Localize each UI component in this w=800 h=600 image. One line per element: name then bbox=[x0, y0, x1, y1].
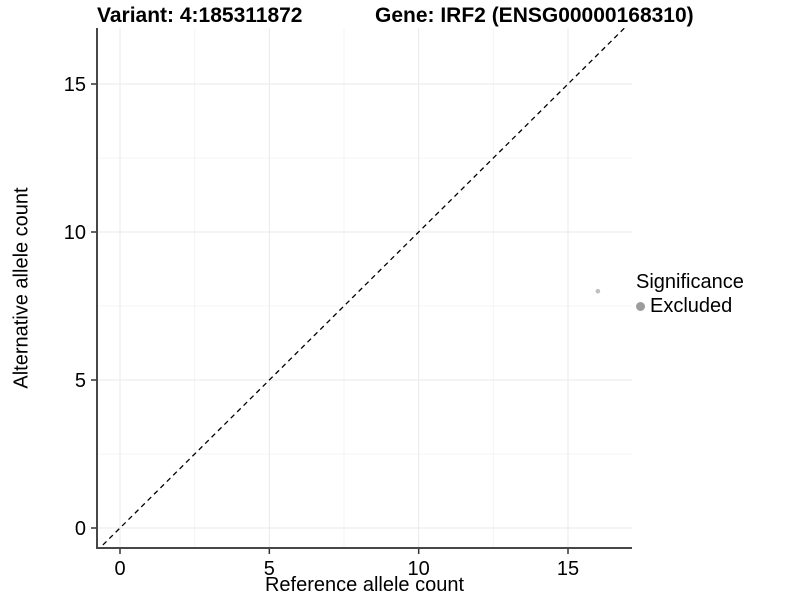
data-point bbox=[595, 288, 601, 294]
legend: Significance Excluded bbox=[636, 271, 744, 318]
gene-title: Gene: IRF2 (ENSG00000168310) bbox=[375, 4, 694, 27]
excluded-point-icon bbox=[636, 302, 645, 311]
identity-line bbox=[98, 28, 626, 548]
y-tick-label: 10 bbox=[64, 222, 86, 244]
x-tick-label: 10 bbox=[408, 558, 430, 580]
legend-item-excluded: Excluded bbox=[636, 295, 744, 318]
x-tick-label: 5 bbox=[264, 558, 275, 580]
y-tick-label: 5 bbox=[75, 370, 86, 392]
legend-item-label: Excluded bbox=[650, 295, 733, 317]
y-tick-label: 0 bbox=[75, 518, 86, 540]
x-tick-label: 15 bbox=[557, 558, 579, 580]
legend-title: Significance bbox=[636, 271, 744, 293]
y-axis-label: Alternative allele count bbox=[10, 187, 33, 389]
y-tick-label: 15 bbox=[64, 74, 86, 96]
x-tick-label: 0 bbox=[114, 558, 125, 580]
x-axis-label: Reference allele count bbox=[264, 574, 464, 596]
variant-title: Variant: 4:185311872 bbox=[97, 4, 303, 27]
